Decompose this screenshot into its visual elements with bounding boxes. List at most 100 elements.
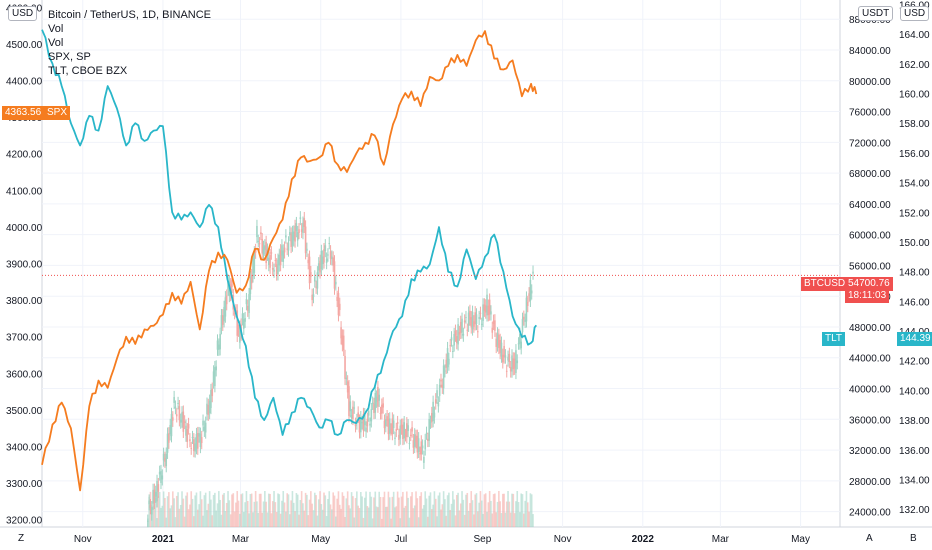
volume-bar <box>363 497 366 527</box>
btc-candle <box>411 421 413 438</box>
btc-candle <box>199 427 202 454</box>
right-axis-tick: 44000.00 <box>849 354 891 365</box>
right2-axis-tick: 136.00 <box>899 446 930 457</box>
volume-bar <box>150 507 153 527</box>
btc-candle <box>296 226 299 247</box>
btc-candle <box>503 339 505 364</box>
right-axis-tick: 48000.00 <box>849 323 891 334</box>
btc-candle <box>162 447 165 467</box>
btc-candle <box>366 412 369 433</box>
btc-candle <box>175 408 178 423</box>
btc-candle <box>262 240 265 261</box>
volume-bar <box>459 503 462 527</box>
volume-bar <box>292 502 295 527</box>
btc-candle <box>377 380 379 413</box>
btc-candle <box>341 329 344 352</box>
btc-candle <box>390 423 392 436</box>
volume-bar <box>252 512 254 527</box>
volume-bar <box>227 491 229 527</box>
volume-bar <box>528 511 530 527</box>
volume-bar <box>365 491 367 527</box>
btc-candle <box>258 237 261 251</box>
btc-candle <box>483 298 486 317</box>
legend-vol-2[interactable]: Vol <box>48 37 64 49</box>
btc-candle <box>303 211 306 234</box>
volume-bar <box>175 495 178 527</box>
btc-candle <box>425 426 428 440</box>
right2-axis-tick: 164.00 <box>899 30 930 41</box>
volume-bar <box>483 494 486 527</box>
volume-bar <box>454 515 457 527</box>
volume-bar <box>156 518 158 527</box>
volume-bar <box>158 491 161 527</box>
legend-vol-1[interactable]: Vol <box>48 23 64 35</box>
volume-bar <box>530 494 533 527</box>
volume-bar <box>344 516 346 527</box>
volume-bar <box>500 513 503 527</box>
volume-bar <box>408 517 411 527</box>
right2-axis-tick: 150.00 <box>899 238 930 249</box>
btc-candle <box>160 464 162 490</box>
btc-candle <box>349 395 352 418</box>
bottom-left-button[interactable]: Z <box>18 533 25 544</box>
bottom-right-button[interactable]: B <box>910 533 917 544</box>
volume-bar <box>311 503 313 527</box>
legend-title[interactable]: Bitcoin / TetherUS, 1D, BINANCE <box>48 9 212 21</box>
left-axis-currency[interactable]: USD <box>8 6 38 21</box>
volume-bar <box>223 493 225 527</box>
btc-price-badge: 54700.76 <box>845 277 893 291</box>
right2-axis-tick: 154.00 <box>899 179 930 190</box>
btc-candle <box>225 289 228 311</box>
volume-bar <box>429 492 432 527</box>
btc-candle <box>208 394 211 420</box>
btc-candle <box>525 291 528 328</box>
btc-candle <box>512 352 515 376</box>
btc-candle <box>299 211 302 226</box>
volume-bar <box>204 492 207 527</box>
btc-candle <box>466 323 469 337</box>
btc-candle <box>479 306 482 320</box>
volume-bar <box>520 493 522 527</box>
btc-candle <box>480 317 483 330</box>
volume-bar <box>235 502 237 527</box>
btc-candle <box>455 329 458 350</box>
btc-candle <box>363 408 366 432</box>
btc-candle <box>417 432 420 459</box>
volume-bar <box>496 501 499 527</box>
volume-bar <box>256 501 258 527</box>
btc-candle <box>223 300 225 328</box>
btc-candle <box>500 336 503 363</box>
btc-candle <box>315 280 317 294</box>
btc-candle <box>415 429 417 449</box>
right2-axis-currency[interactable]: USD <box>900 6 930 21</box>
volume-bar <box>291 491 294 527</box>
btc-candle <box>172 411 174 427</box>
spx-series-line[interactable] <box>41 30 538 492</box>
btc-candle <box>461 312 463 339</box>
volume-bar <box>258 493 261 527</box>
legend-tlt[interactable]: TLT, CBOE BZX <box>48 65 128 77</box>
volume-bar <box>246 500 249 527</box>
btc-candle <box>158 465 161 481</box>
volume-bar <box>303 510 306 527</box>
volume-bar <box>371 518 374 527</box>
x-axis-tick: May <box>791 534 810 545</box>
btc-candle <box>348 380 350 423</box>
right2-axis-tick: 152.00 <box>899 208 930 219</box>
btc-candle <box>509 360 512 378</box>
tlt-series-line[interactable] <box>41 29 537 436</box>
btc-candle <box>324 239 327 258</box>
btc-candle <box>279 244 282 272</box>
volume-bar <box>271 501 274 527</box>
btc-candle <box>170 407 173 443</box>
auto-scale-button[interactable]: A <box>866 533 873 544</box>
volume-bar <box>384 506 387 527</box>
legend-spx[interactable]: SPX, SP <box>48 51 91 63</box>
volume-bar <box>375 506 378 527</box>
btc-candle <box>383 414 386 435</box>
btc-candle <box>328 236 331 250</box>
volume-bar <box>360 491 362 527</box>
volume-bar <box>254 491 257 527</box>
right-axis-currency[interactable]: USDT <box>858 6 894 21</box>
